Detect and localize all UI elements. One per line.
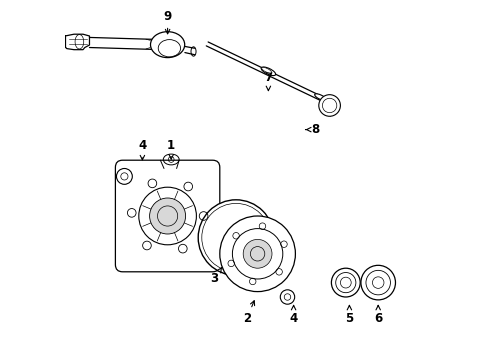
Ellipse shape (361, 265, 395, 300)
Text: 1: 1 (167, 139, 175, 159)
Ellipse shape (262, 67, 271, 73)
Ellipse shape (150, 32, 185, 58)
Text: 7: 7 (264, 71, 272, 91)
Text: 2: 2 (243, 301, 255, 325)
Ellipse shape (198, 200, 274, 275)
Circle shape (149, 198, 186, 234)
Ellipse shape (117, 168, 132, 184)
Ellipse shape (261, 67, 276, 76)
Text: 4: 4 (290, 305, 298, 325)
Text: 3: 3 (210, 267, 221, 285)
Circle shape (319, 95, 341, 116)
Text: 9: 9 (164, 10, 171, 34)
Text: 6: 6 (374, 305, 382, 325)
Circle shape (243, 239, 272, 268)
Ellipse shape (280, 290, 294, 304)
Text: 5: 5 (345, 305, 353, 325)
Text: 8: 8 (306, 123, 319, 136)
Ellipse shape (220, 216, 295, 292)
Ellipse shape (315, 94, 326, 100)
Text: 4: 4 (138, 139, 147, 160)
FancyBboxPatch shape (116, 160, 220, 272)
Ellipse shape (331, 268, 360, 297)
